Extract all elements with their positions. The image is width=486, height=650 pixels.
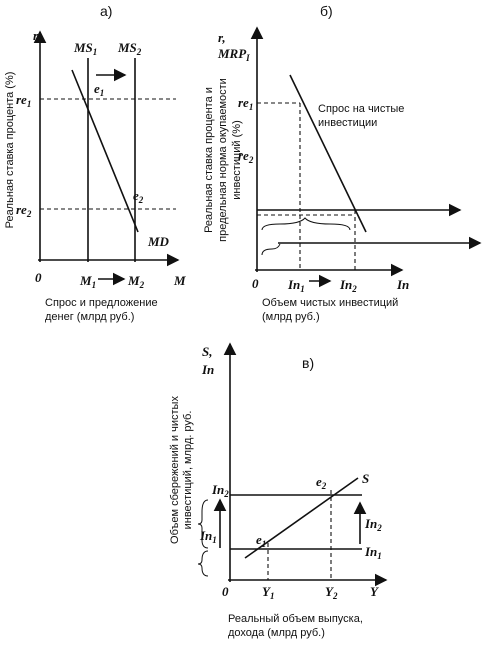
- axis-label: In: [201, 362, 214, 377]
- caption: Реальный объем выпуска,: [228, 613, 363, 625]
- label: S: [362, 471, 369, 486]
- axis-label: Y: [370, 584, 379, 599]
- y-title: инвестиций, млрд. руб.: [182, 411, 194, 530]
- label: M2: [127, 273, 145, 290]
- label: In1: [287, 277, 305, 294]
- curve-label: Спрос на чистые: [318, 103, 404, 115]
- panel-label: б): [320, 3, 333, 19]
- label: e2: [316, 474, 327, 491]
- y-title: инвестиций (%): [231, 120, 243, 200]
- label: In1: [364, 544, 382, 561]
- label: MS1: [73, 40, 97, 57]
- label: e1: [256, 532, 266, 549]
- panel-label: в): [302, 355, 314, 371]
- panel-label: а): [100, 3, 112, 19]
- panel-b: б) r, MRPI re1 re2 Спрос на чистые инвес…: [203, 3, 482, 323]
- label: Y1: [262, 584, 274, 601]
- curve-label: инвестиции: [318, 117, 377, 129]
- label: Y2: [325, 584, 338, 601]
- axis-label: r,: [218, 30, 226, 45]
- label: 0: [35, 270, 42, 285]
- label: 0: [222, 584, 229, 599]
- caption: денег (млрд руб.): [45, 311, 134, 323]
- caption: (млрд руб.): [262, 311, 320, 323]
- caption: дохода (млрд руб.): [228, 627, 325, 639]
- label: In2: [211, 482, 229, 499]
- panel-a: а) r MS1 MS2 re1 re2 e1 e2 MD 0 M1 M2 M …: [4, 3, 186, 323]
- caption: Объем чистых инвестиций: [262, 297, 398, 309]
- label: re1: [16, 92, 31, 109]
- axis-label: MRPI: [217, 46, 250, 63]
- label: re2: [16, 202, 32, 219]
- label: In1: [199, 528, 217, 545]
- y-title: Реальная ставка процента и: [203, 87, 215, 233]
- label: re2: [238, 148, 254, 165]
- label: e2: [133, 188, 144, 205]
- label: In2: [364, 516, 382, 533]
- axis-label: In: [396, 277, 409, 292]
- y-title: предельная норма окупаемости: [217, 78, 229, 242]
- axis-label: r: [33, 28, 39, 43]
- y-title: Реальная ставка процента (%): [4, 72, 16, 229]
- axis-label: M: [173, 273, 186, 288]
- label: re1: [238, 95, 253, 112]
- caption: Спрос и предложение: [45, 297, 158, 309]
- panel-c: в) S, In Объем сбережений и чистых инвес…: [169, 342, 388, 639]
- label: 0: [252, 276, 259, 291]
- label: M1: [79, 273, 96, 290]
- label: MS2: [117, 40, 142, 57]
- y-title: Объем сбережений и чистых: [169, 396, 181, 544]
- label: In2: [339, 277, 357, 294]
- label: e1: [94, 81, 104, 98]
- label: MD: [147, 234, 170, 249]
- axis-label: S,: [202, 344, 212, 359]
